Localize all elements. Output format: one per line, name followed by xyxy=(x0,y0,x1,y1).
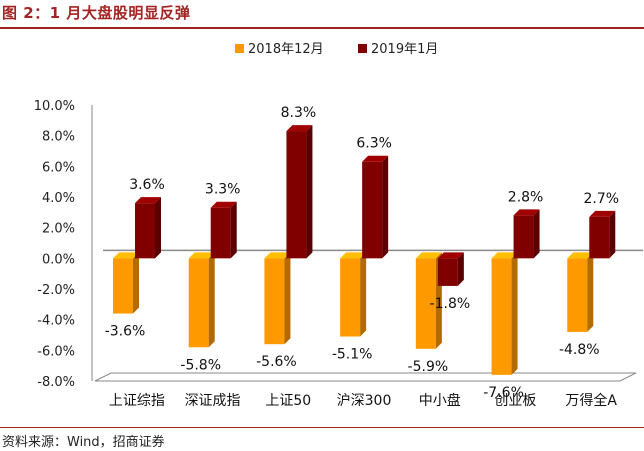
bar-side xyxy=(155,197,161,259)
bar-side xyxy=(230,201,237,259)
bar-front xyxy=(135,203,155,259)
y-tick-label: 10.0% xyxy=(34,99,75,114)
bar-front xyxy=(437,258,458,286)
data-label: -1.8% xyxy=(430,296,471,312)
bar-front xyxy=(210,207,231,259)
bar-top xyxy=(567,252,594,259)
bar-top xyxy=(491,252,518,259)
x-tick-label: 万得全A xyxy=(565,392,617,409)
bar-side xyxy=(511,252,518,375)
data-label: 2.8% xyxy=(508,189,544,205)
x-tick-label: 创业板 xyxy=(494,393,536,409)
bar: 2.8% xyxy=(508,189,544,259)
bar-side xyxy=(306,125,313,259)
bar-side xyxy=(609,210,616,259)
bar-side xyxy=(284,252,291,345)
bar-top xyxy=(415,252,442,259)
data-label: 3.3% xyxy=(205,182,241,198)
y-tick-label: -8.0% xyxy=(37,375,75,390)
bar-top xyxy=(286,125,313,132)
x-tick-label: 中小盘 xyxy=(419,392,461,409)
bar-front xyxy=(340,258,361,337)
legend-swatch xyxy=(358,44,367,53)
data-label: -5.1% xyxy=(332,347,373,363)
figure-title: 图 2：1 月大盘股明显反弹 xyxy=(2,4,191,22)
source-note: 资料来源：Wind，招商证券 xyxy=(2,435,165,450)
bar-side xyxy=(360,252,367,337)
bar-side xyxy=(533,209,540,259)
chart-floor xyxy=(94,372,637,382)
bar-top xyxy=(113,252,139,259)
y-tick-label: -6.0% xyxy=(37,344,75,359)
data-label: -5.8% xyxy=(180,357,221,373)
bar: -7.6% xyxy=(483,252,524,401)
data-label: 3.6% xyxy=(129,177,165,193)
data-label: 6.3% xyxy=(356,136,392,152)
bar-top xyxy=(362,155,389,162)
legend-label: 2019年1月 xyxy=(371,42,438,57)
bar: -5.9% xyxy=(408,252,449,375)
bar: -4.8% xyxy=(559,252,600,358)
legend-label: 2018年12月 xyxy=(248,42,324,57)
bar-top xyxy=(210,201,237,208)
data-label: 8.3% xyxy=(281,105,317,121)
data-label: -7.6% xyxy=(483,385,524,401)
bar-chart: 2018年12月 2019年1月 10.0% 8.0% 6.0% 4.0% 2.0% 0.0%… xyxy=(34,42,643,409)
data-label: -5.6% xyxy=(256,354,297,370)
bar: 3.6% xyxy=(129,177,165,259)
bar-top xyxy=(135,197,161,204)
bar-top xyxy=(340,252,367,259)
y-tick-label: -2.0% xyxy=(37,283,75,298)
x-tick-label: 上证50 xyxy=(265,393,311,409)
data-label: -4.8% xyxy=(559,342,600,358)
bar: 2.7% xyxy=(583,191,619,259)
bar-front xyxy=(513,215,534,259)
bar-front xyxy=(567,258,588,332)
bar-front xyxy=(589,216,610,259)
bar: 8.3% xyxy=(281,105,317,259)
y-tick-label: -4.0% xyxy=(37,314,75,329)
bar-top xyxy=(437,252,464,259)
bar-front xyxy=(264,258,285,345)
bar: -3.6% xyxy=(105,252,146,340)
bar-top xyxy=(264,252,291,259)
y-tick-label: 6.0% xyxy=(42,160,75,175)
bar-front xyxy=(415,258,436,349)
bar-side xyxy=(382,155,389,259)
legend: 2018年12月 2019年1月 xyxy=(235,42,438,57)
bar: -5.6% xyxy=(256,252,297,370)
data-label: 2.7% xyxy=(583,191,619,207)
bar: -5.1% xyxy=(332,252,373,363)
title-divider xyxy=(0,27,644,29)
bar-front xyxy=(113,258,133,314)
x-tick-label: 沪深300 xyxy=(337,393,392,409)
bar-front xyxy=(188,258,209,348)
bar-top xyxy=(188,252,215,259)
bars: -3.6% 3.6% -5.8% 3.3% -5.6% 8.3% -5.1% 6.3% -5.9… xyxy=(105,105,619,401)
bar: 6.3% xyxy=(356,136,392,259)
data-label: -3.6% xyxy=(105,324,146,340)
bar-side xyxy=(133,252,139,314)
bar-front xyxy=(286,131,307,259)
bar-top xyxy=(513,209,540,216)
bar-side xyxy=(208,252,215,348)
data-label: -5.9% xyxy=(408,359,449,375)
y-tick-label: 0.0% xyxy=(42,252,75,267)
legend-swatch xyxy=(235,44,244,53)
y-tick-label: 4.0% xyxy=(42,191,75,206)
x-tick-label: 深证成指 xyxy=(185,393,241,409)
footer-divider xyxy=(0,427,644,428)
bar-side xyxy=(457,252,464,286)
bar-side xyxy=(587,252,594,332)
y-tick-label: 2.0% xyxy=(42,222,75,237)
bar-front xyxy=(362,161,383,259)
bar-top xyxy=(589,210,616,217)
bar: 3.3% xyxy=(205,182,241,259)
x-tick-label: 上证综指 xyxy=(109,393,165,409)
bar: -1.8% xyxy=(430,252,471,312)
bar-front xyxy=(491,258,512,375)
y-tick-label: 8.0% xyxy=(42,130,75,145)
bar: -5.8% xyxy=(180,252,221,373)
